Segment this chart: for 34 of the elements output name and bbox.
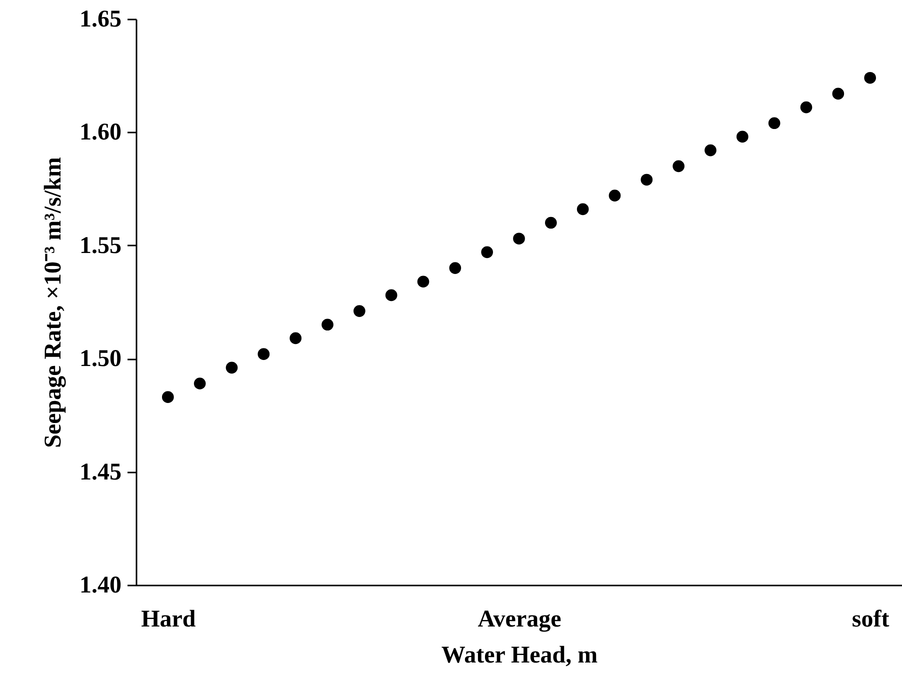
point xyxy=(832,88,844,100)
y-axis-title: Seepage Rate, ×10⁻³ m³/s/km xyxy=(40,157,66,448)
point xyxy=(481,246,493,258)
point xyxy=(449,262,462,274)
x-tick-label: Average xyxy=(478,606,562,632)
point xyxy=(672,160,684,172)
point xyxy=(385,289,398,302)
y-tick-label: 1.45 xyxy=(80,459,122,486)
y-tick-label: 1.60 xyxy=(80,120,122,146)
point xyxy=(354,305,366,317)
point xyxy=(258,348,270,360)
point xyxy=(417,276,430,288)
point xyxy=(162,391,174,403)
y-tick-label: 1.40 xyxy=(80,572,122,598)
point xyxy=(513,232,525,245)
point xyxy=(768,117,780,130)
point xyxy=(704,144,716,156)
point xyxy=(226,362,238,374)
point xyxy=(864,72,876,84)
point xyxy=(290,332,302,344)
point xyxy=(576,203,589,216)
point xyxy=(608,190,621,202)
x-tick-label: Hard xyxy=(141,606,196,632)
point xyxy=(194,378,206,390)
x-tick-label: soft xyxy=(852,606,890,632)
y-tick-label: 1.65 xyxy=(80,6,122,32)
point xyxy=(640,174,653,186)
point xyxy=(545,216,557,229)
point xyxy=(736,130,748,143)
point xyxy=(800,101,812,114)
point xyxy=(322,318,334,331)
y-tick-label: 1.55 xyxy=(80,232,122,259)
y-tick-label: 1.50 xyxy=(80,346,122,372)
x-axis-title: Water Head, m xyxy=(441,642,598,668)
